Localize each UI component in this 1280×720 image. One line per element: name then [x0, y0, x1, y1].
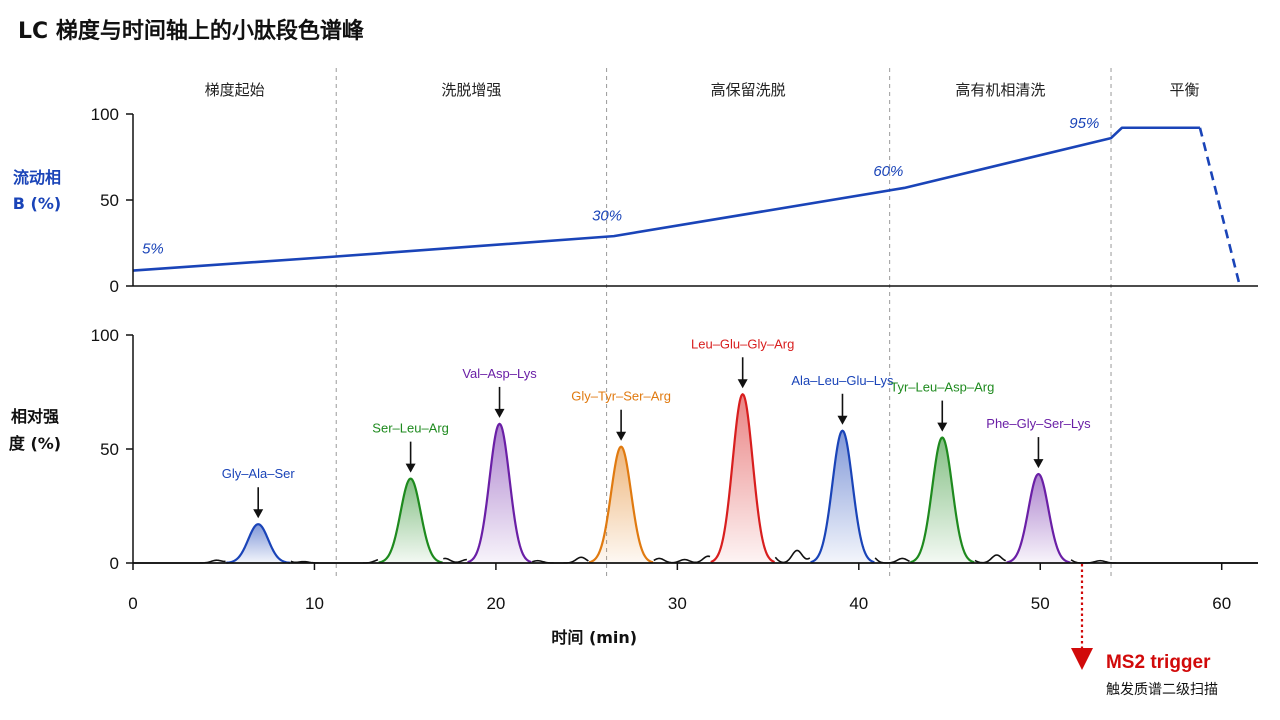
peak-arrow-head: [837, 415, 848, 425]
phase-label: 梯度起始: [205, 81, 265, 99]
axes-layer: 0 50 100 流动相 B (%) 0 50 100 0 10 20 30 40 50 60 时间 (min…: [9, 105, 1258, 647]
peak-label: Leu–Glu–Gly–Arg: [691, 336, 794, 351]
ms2-trigger-sublabel: 触发质谱二级扫描: [1106, 682, 1218, 698]
phase-layer: 梯度起始 洗脱增强 高保留洗脱 高有机相清洗 平衡: [205, 68, 1200, 576]
peak-outline: [810, 429, 875, 564]
peak-arrow-head: [737, 379, 748, 389]
gradient-percent-label: 30%: [592, 208, 622, 225]
chromatogram-panel: Gly–Ala–Ser Ser–Leu–Arg Val–Asp–Lys Gly–Tyr…: [133, 336, 1258, 564]
chrom-y-tick-label: 100: [91, 326, 119, 345]
chrom-y-label-line1: 相对强: [11, 407, 59, 426]
peak-label: Ser–Leu–Arg: [372, 421, 449, 436]
peak-outline: [1006, 472, 1071, 564]
gradient-percent-label: 95%: [1069, 115, 1099, 132]
peak-label: Phe–Gly–Ser–Lys: [986, 416, 1091, 431]
chrom-x-tick-label: 50: [1031, 594, 1050, 613]
peak-fill: [1006, 474, 1071, 563]
peak-arrow-head: [253, 509, 264, 519]
chrom-x-tick-label: 20: [486, 594, 505, 613]
peak-outline: [378, 477, 443, 564]
phase-label: 高保留洗脱: [711, 81, 786, 99]
gradient-y-label-line1: 流动相: [13, 168, 61, 187]
gradient-y-tick-label: 100: [91, 105, 119, 124]
peak-outline: [710, 392, 775, 564]
chrom-x-label: 时间 (min): [551, 628, 637, 647]
chrom-y-label-line2: 度 (%): [9, 434, 61, 453]
chrom-y-tick-label: 0: [110, 554, 119, 573]
peak-outline: [467, 422, 532, 564]
peak-arrow-head: [1033, 459, 1044, 469]
figure-title: LC 梯度与时间轴上的小肽段色谱峰: [18, 18, 365, 44]
ms2-trigger-label: MS2 trigger: [1106, 652, 1211, 673]
chrom-x-tick-label: 10: [305, 594, 324, 613]
peak-arrow-head: [616, 431, 627, 441]
peak-fill: [589, 446, 654, 563]
ms2-trigger-group: MS2 trigger 触发质谱二级扫描: [1070, 564, 1218, 698]
gradient-percent-label: 5%: [142, 240, 164, 257]
peak-outline: [588, 445, 654, 564]
chrom-y-tick-label: 50: [100, 440, 119, 459]
gradient-y-tick-label: 0: [110, 277, 119, 296]
peak-fill: [226, 524, 291, 563]
phase-label: 平衡: [1170, 81, 1200, 99]
peak-outline: [226, 523, 291, 564]
peak-label: Ala–Leu–Glu–Lys: [791, 373, 894, 388]
ms2-trigger-arrow: [1070, 648, 1093, 670]
peak-fill: [710, 394, 775, 563]
gradient-panel: 5% 30% 60% 95%: [132, 115, 1242, 287]
gradient-reequilibration-line: [1198, 127, 1242, 287]
phase-label: 高有机相清洗: [955, 81, 1045, 99]
peak-arrow-head: [405, 463, 416, 473]
gradient-line: [132, 126, 1200, 272]
chrom-x-tick-label: 40: [849, 594, 868, 613]
peak-arrow-head: [937, 422, 948, 432]
peak-fill: [910, 437, 975, 563]
chrom-x-tick-label: 30: [668, 594, 687, 613]
peak-arrow-head: [494, 408, 505, 418]
gradient-y-label-line2: B (%): [13, 194, 61, 213]
gradient-y-tick-label: 50: [100, 191, 119, 210]
phase-label: 洗脱增强: [441, 81, 501, 99]
peak-label: Tyr–Leu–Asp–Arg: [890, 380, 994, 395]
chrom-x-tick-label: 0: [128, 594, 137, 613]
peak-fill: [810, 430, 875, 563]
peak-label: Val–Asp–Lys: [462, 366, 537, 381]
peak-outline: [910, 436, 975, 564]
peak-label: Gly–Tyr–Ser–Arg: [571, 389, 671, 404]
peak-label: Gly–Ala–Ser: [222, 466, 296, 481]
peak-fill: [467, 423, 532, 563]
chrom-x-tick-label: 60: [1212, 594, 1231, 613]
baseline-trace: [133, 549, 1258, 564]
gradient-percent-label: 60%: [873, 163, 903, 180]
peak-fill: [378, 478, 443, 563]
